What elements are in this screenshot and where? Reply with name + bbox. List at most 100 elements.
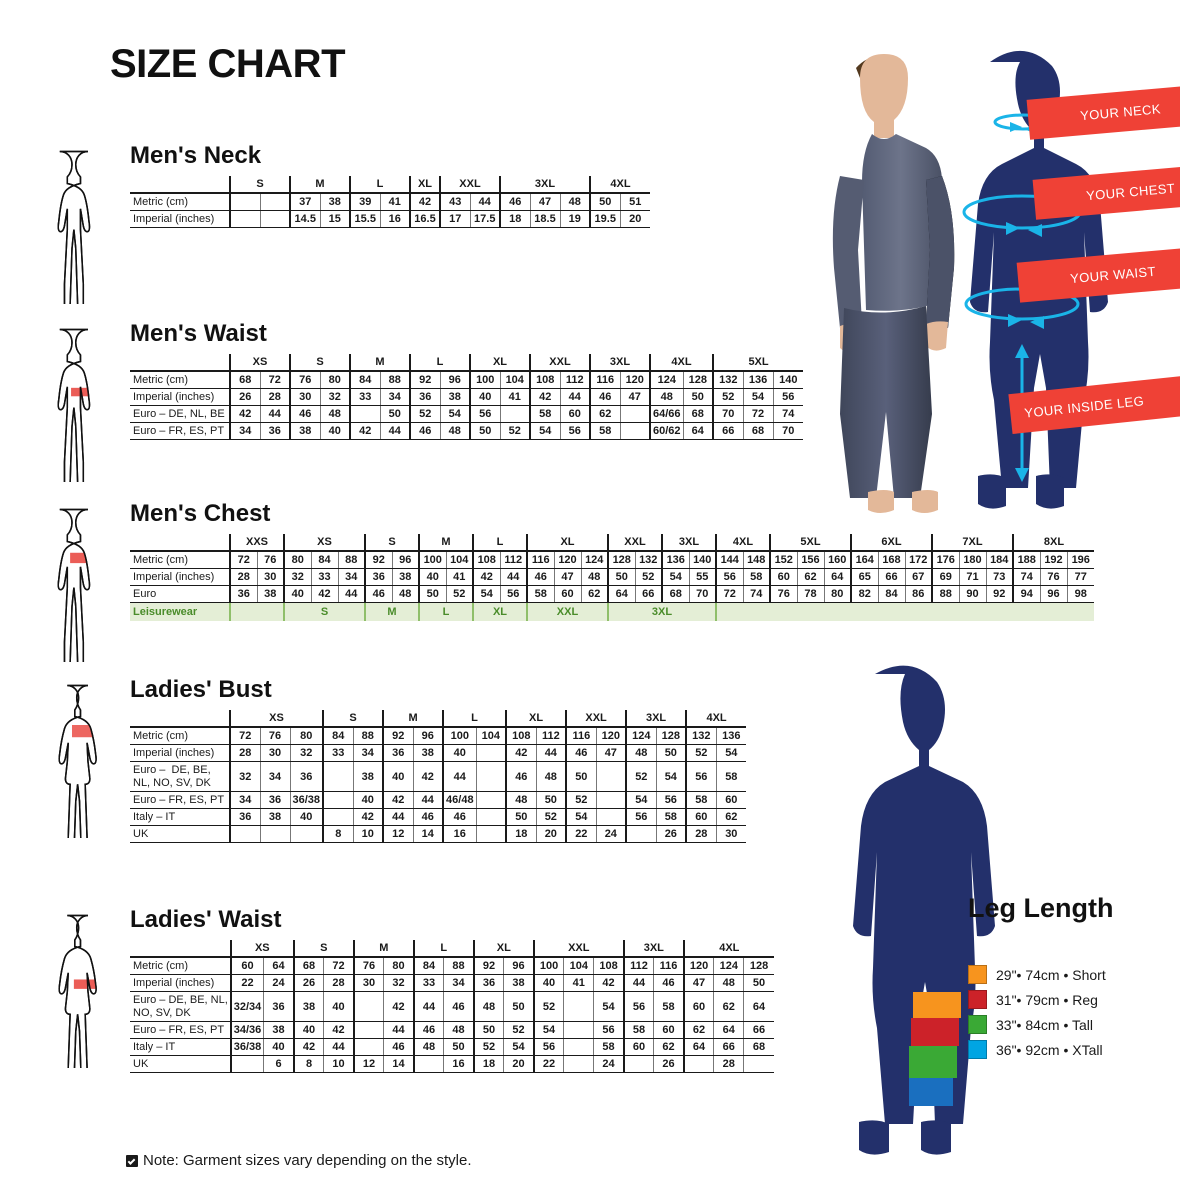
table-cell: 44 [442,761,477,792]
table-cell: 56 [532,1038,564,1056]
table-cell: 192 [1039,551,1067,569]
table-cell: 128 [655,727,687,745]
table-cell: 74 [772,405,804,423]
table-cell: 54 [565,808,597,826]
table-corner [130,354,231,372]
table-row: Metric (cm) 37 38 39 41 42 43 44 46 47 48 50 51 [130,193,650,211]
row-label: Metric (cm) [130,727,231,745]
table-cell: 104 [475,727,507,745]
table-cell: 32 [319,388,350,406]
leisurewear-size: 3XL [607,602,716,621]
table-cell: 42 [352,808,384,826]
table-cell: 48 [319,405,350,423]
table-cell: 156 [796,551,824,569]
table-cell: 40 [283,585,311,603]
table-cell [352,1038,384,1056]
section-heading: Men's Neck [130,142,262,169]
legend-swatch [968,990,987,1009]
table-corner [130,940,232,958]
table-cell: 39 [349,193,380,211]
table-cell: 14 [383,1055,414,1073]
size-header-s: S [292,940,354,958]
table-cell: 58 [526,585,554,603]
table-cell [229,1055,264,1073]
table-cell: 44 [382,808,414,826]
male-silhouette-leg [853,665,995,1155]
table-cell [259,825,290,843]
row-label: Euro – FR, ES, PT [130,791,231,809]
table-cell: 34/36 [229,1021,264,1039]
row-label: Metric (cm) [130,551,231,569]
table-cell: 40 [469,388,500,406]
table-cell: 92 [472,957,504,975]
table-cell: 17 [439,210,470,228]
leisurewear-size: XL [472,602,527,621]
table-cell: 60 [769,568,797,586]
table-cell: 48 [472,991,504,1022]
table-cell: 16 [443,1055,474,1073]
table-cell: 26 [292,974,324,992]
table-cell: 82 [850,585,878,603]
table-cell: 38 [352,761,384,792]
table-cell: 184 [985,551,1013,569]
table-cell: 40 [292,1021,324,1039]
table-cell: 18 [472,1055,504,1073]
male-figure-neck-icon [56,142,124,309]
table-cell: 60 [653,1021,684,1039]
size-header-6xl: 6XL [850,534,932,552]
table-cell: 55 [688,568,716,586]
leisurewear-size: M [364,602,419,621]
table-cell: 44 [379,422,410,440]
size-header-xs: XS [283,534,365,552]
table-cell: 16 [379,210,410,228]
size-header-4xl: 4XL [648,354,714,372]
table-cell: 38 [263,1021,294,1039]
table-cell: 46 [589,388,620,406]
table-cell [595,791,627,809]
table-cell: 36 [472,974,504,992]
table-cell: 14.5 [289,210,320,228]
table-cell: 44 [499,568,527,586]
table-cell: 50 [535,791,567,809]
table-cell: 30 [289,388,320,406]
table-cell: 50 [682,388,714,406]
table-cell: 124 [713,957,744,975]
section-ladies-waist: Ladies' Waist XS S M L XL XXL 3XL 4XL Metric (cm… [56,906,774,1087]
leisurewear-row: Leisurewear S M L XL XXL 3XL [130,602,1094,621]
table-cell: 70 [772,422,804,440]
row-label: Metric (cm) [130,371,231,389]
table-cell: 18 [499,210,530,228]
table-cell: 62 [653,1038,684,1056]
table-cell: 41 [445,568,473,586]
table-cell: 120 [682,957,714,975]
size-header-xxl: XXL [439,176,500,194]
row-label: Italy – IT [130,808,231,826]
leisurewear-size: L [418,602,473,621]
table-cell: 66 [743,1021,774,1039]
table-cell: 70 [688,585,716,603]
table-cell: 44 [323,1038,354,1056]
table-cell: 36 [229,585,257,603]
table-cell: 62 [682,1021,714,1039]
table-cell: 116 [565,727,597,745]
table-cell: 22 [229,974,264,992]
table-cell: 77 [1066,568,1094,586]
row-label: Euro – DE, BE, NL, NO, SV, DK [130,991,232,1022]
table-cell: 46 [565,744,597,762]
table-cell: 54 [439,405,470,423]
table-cell: 52 [535,808,567,826]
table-row: Imperial (inches) 14.5 15 15.5 16 16.5 17 17.5 1… [130,210,650,228]
table-cell: 46 [412,1021,444,1039]
table-cell: 84 [310,551,338,569]
size-table-ladies-bust: XS S M L XL XXL 3XL 4XL Metric (cm) 72 76 80 84 88 92 9… [130,710,747,843]
table-cell: 64 [263,957,294,975]
table-cell: 116 [526,551,554,569]
section-ladies-bust: Ladies' Bust XS S M L XL XXL 3XL 4XL Metric (cm)… [56,676,747,857]
table-cell: 28 [229,568,257,586]
table-cell: 46 [383,1038,414,1056]
table-cell: 42 [593,974,624,992]
table-cell [625,825,657,843]
size-table-mens-chest: XXS XS S M L XL XXL 3XL 4XL 5XL 6XL 7XL 8XL Metric (c… [130,534,1094,621]
size-header-s: S [289,354,350,372]
table-cell: 46 [409,422,440,440]
